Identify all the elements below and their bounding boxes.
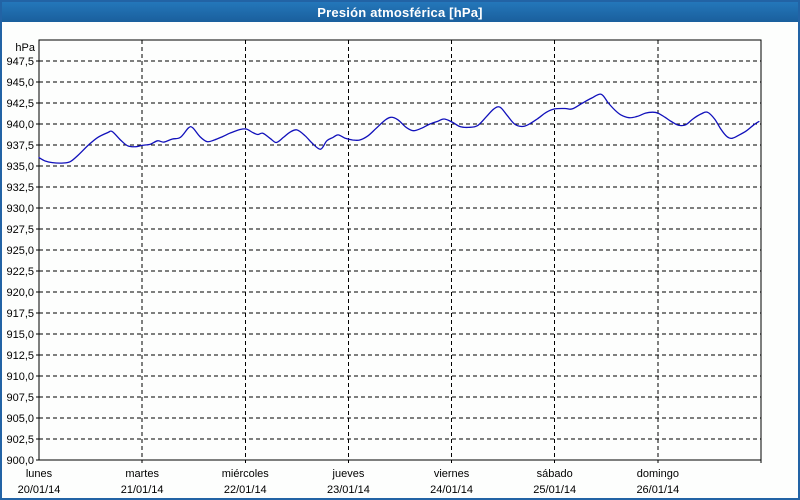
chart-title: Presión atmosférica [hPa] — [317, 4, 483, 20]
day-name-label: lunes — [26, 468, 53, 480]
titlebar: Presión atmosférica [hPa] — [2, 2, 798, 22]
pressure-line-chart: 947,5 945,0 942,5 940,0 937,5 935,0 932,5 930,0… — [6, 39, 762, 496]
day-date-label: 23/01/14 — [327, 484, 370, 496]
day-name-label: viernes — [434, 468, 470, 480]
day-date-label: 20/01/14 — [18, 484, 61, 496]
y-tick-label: 925,0 — [6, 245, 34, 257]
y-tick-label: 937,5 — [6, 140, 34, 152]
y-axis-unit-label: hPa — [15, 42, 35, 54]
y-tick-label: 927,5 — [6, 224, 34, 236]
y-tick-label: 905,0 — [6, 413, 34, 425]
day-date-label: 22/01/14 — [224, 484, 267, 496]
y-tick-label: 940,0 — [6, 119, 34, 131]
y-tick-label: 900,0 — [6, 455, 34, 467]
day-date-label: 25/01/14 — [533, 484, 576, 496]
y-tick-label: 917,5 — [6, 308, 34, 320]
y-tick-label: 910,0 — [6, 371, 34, 383]
day-name-label: miércoles — [222, 468, 270, 480]
y-tick-label: 942,5 — [6, 98, 34, 110]
y-tick-label: 902,5 — [6, 434, 34, 446]
y-tick-label: 912,5 — [6, 350, 34, 362]
pressure-series-line — [38, 93, 760, 164]
y-tick-label: 935,0 — [6, 161, 34, 173]
day-date-label: 26/01/14 — [636, 484, 679, 496]
y-tick-label: 915,0 — [6, 329, 34, 341]
day-date-label: 21/01/14 — [121, 484, 164, 496]
day-name-label: martes — [125, 468, 159, 480]
y-tick-label: 947,5 — [6, 56, 34, 68]
chart-area: 947,5 945,0 942,5 940,0 937,5 935,0 932,5 930,0… — [2, 22, 798, 498]
y-tick-label: 907,5 — [6, 392, 34, 404]
day-name-label: jueves — [332, 468, 365, 480]
day-name-label: sábado — [537, 468, 573, 480]
plot-border — [38, 39, 762, 461]
y-tick-label: 930,0 — [6, 203, 34, 215]
y-tick-label: 932,5 — [6, 182, 34, 194]
y-tick-label: 945,0 — [6, 77, 34, 89]
y-tick-label: 920,0 — [6, 287, 34, 299]
day-name-label: domingo — [637, 468, 679, 480]
y-tick-label: 922,5 — [6, 266, 34, 278]
day-date-label: 24/01/14 — [430, 484, 473, 496]
